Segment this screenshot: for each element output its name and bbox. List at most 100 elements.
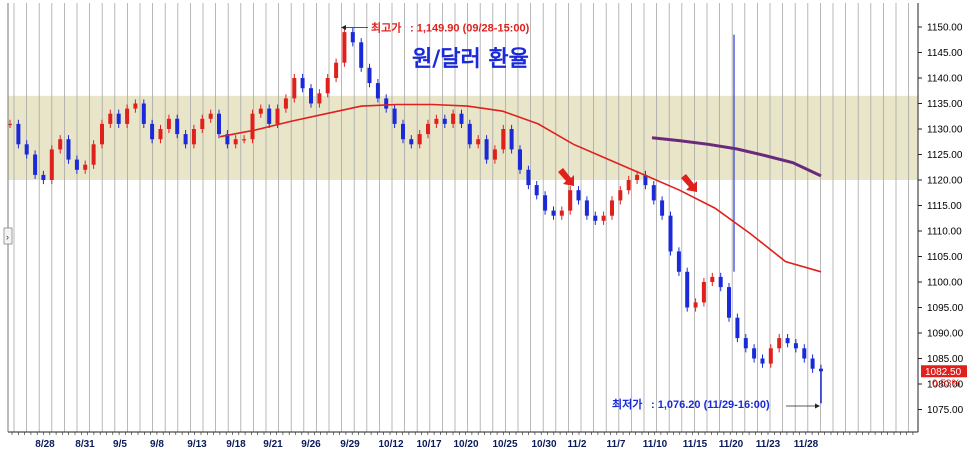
- x-tick-label: 9/8: [150, 439, 164, 450]
- y-tick-label: 1135.00: [927, 99, 963, 110]
- x-tick-label: 10/30: [531, 439, 556, 450]
- candle-body: [492, 149, 497, 160]
- candle-body: [125, 108, 130, 124]
- candle-body: [8, 123, 12, 126]
- y-tick-label: 1125.00: [927, 150, 963, 161]
- candle-body: [534, 185, 539, 196]
- candle-body: [16, 123, 21, 145]
- y-tick-label: 1150.00: [927, 23, 963, 34]
- candle-body: [133, 103, 138, 109]
- candle-body: [417, 134, 422, 145]
- candle-body: [568, 190, 573, 211]
- last-change-label: 0.53%: [932, 378, 960, 389]
- y-tick-label: 1120.00: [927, 176, 963, 187]
- high-value-text: : 1,149.90 (09/28-15:00): [410, 23, 530, 35]
- x-tick-label: 11/28: [794, 439, 819, 450]
- candle-body: [601, 215, 606, 221]
- candle-body: [777, 338, 782, 349]
- candle-body: [610, 200, 614, 216]
- candle-body: [718, 276, 723, 288]
- candle-body: [200, 118, 205, 129]
- candle-body: [342, 32, 347, 63]
- candle-body: [24, 144, 29, 155]
- candle-body: [727, 287, 731, 318]
- candle-body: [543, 195, 548, 211]
- candle-body: [559, 210, 564, 216]
- candle-body: [292, 78, 297, 99]
- candle-body: [793, 343, 798, 349]
- x-tick-label: 10/25: [492, 439, 517, 450]
- candle-body: [676, 251, 681, 272]
- y-tick-label: 1100.00: [927, 278, 963, 289]
- x-tick-label: 8/31: [75, 439, 95, 450]
- candle-body: [41, 174, 46, 180]
- low-label: 최저가: [612, 397, 642, 411]
- x-tick-label: 9/13: [187, 439, 207, 450]
- x-tick-label: 10/12: [378, 439, 403, 450]
- candle-body: [233, 139, 238, 145]
- candle-body: [66, 139, 71, 160]
- candle-body: [217, 113, 221, 135]
- candle-body: [685, 271, 690, 308]
- candle-body: [350, 32, 355, 43]
- candle-body: [183, 134, 188, 145]
- candle-body: [158, 129, 163, 140]
- candle-body: [49, 149, 54, 180]
- candle-body: [108, 113, 113, 124]
- candle-body: [785, 338, 790, 344]
- x-tick-label: 11/10: [643, 439, 668, 450]
- candle-body: [618, 190, 623, 201]
- candle-body: [442, 118, 447, 124]
- x-tick-label: 9/5: [113, 439, 127, 450]
- high-label: 최고가: [371, 21, 401, 35]
- candle-body: [693, 302, 698, 308]
- y-tick-label: 1130.00: [927, 125, 963, 136]
- last-price-label: 1082.50: [925, 367, 962, 378]
- x-tick-label: 9/26: [301, 439, 321, 450]
- x-tick-label: 11/7: [607, 439, 626, 450]
- candle-body: [409, 139, 414, 145]
- y-tick-label: 1090.00: [927, 329, 964, 340]
- x-tick-label: 9/18: [226, 439, 246, 450]
- candle-body: [384, 98, 389, 109]
- low-value-text: : 1,076.20 (11/29-16:00): [651, 399, 770, 411]
- candle-body: [459, 113, 464, 124]
- candle-body: [467, 123, 472, 145]
- candle-body: [375, 83, 380, 99]
- candle-body: [576, 190, 581, 201]
- chart-title: 원/달러 환율: [412, 47, 529, 72]
- candle-body: [58, 139, 63, 150]
- candle-body: [743, 338, 748, 349]
- candle-body: [660, 200, 665, 216]
- low-pointer-arrowhead: [815, 403, 820, 409]
- candle-body: [116, 113, 121, 124]
- candle-body: [150, 123, 155, 140]
- scroll-handle: [3, 227, 13, 245]
- candle-body: [300, 78, 305, 89]
- candle-body: [359, 42, 364, 68]
- candle-body: [484, 139, 489, 160]
- y-tick-label: 1140.00: [927, 74, 963, 85]
- candle-body: [501, 129, 506, 150]
- candle-body: [635, 174, 640, 180]
- candle-body: [651, 185, 656, 201]
- y-tick-label: 1145.00: [927, 48, 963, 59]
- candle-body: [551, 210, 556, 216]
- candle-body: [434, 118, 439, 124]
- candle-body: [267, 108, 272, 124]
- candle-body: [225, 134, 230, 145]
- x-tick-label: 8/28: [35, 439, 55, 450]
- candle-body: [166, 118, 171, 129]
- y-tick-label: 1110.00: [927, 227, 962, 238]
- candle-body: [584, 200, 589, 216]
- candle-body: [526, 169, 531, 186]
- down-arrow: [681, 174, 697, 192]
- candle-body: [810, 358, 815, 369]
- high-pointer-arrowhead: [341, 25, 346, 31]
- x-tick-label: 11/2: [568, 439, 587, 450]
- candle-body: [701, 282, 706, 303]
- candle-body: [309, 88, 313, 104]
- candle-body: [752, 348, 757, 359]
